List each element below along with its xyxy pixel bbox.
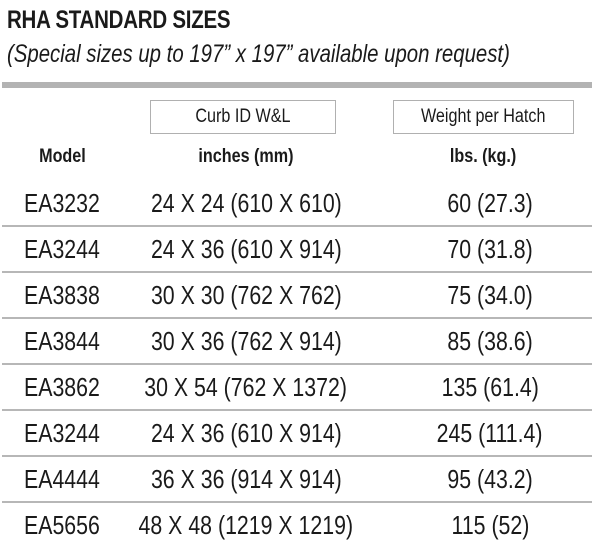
weight-cell: 245 (111.4) bbox=[437, 418, 543, 448]
weight-cell: 135 (61.4) bbox=[441, 372, 539, 402]
table-row: EA4444 36 X 36 (914 X 914) 95 (43.2) bbox=[0, 457, 592, 503]
size-cell: 24 X 36 (610 X 914) bbox=[150, 418, 342, 448]
model-cell: EA3838 bbox=[24, 280, 100, 310]
model-cell: EA3844 bbox=[24, 326, 100, 356]
weight-cell: 95 (43.2) bbox=[447, 464, 533, 494]
table-row: EA3844 30 X 36 (762 X 914) 85 (38.6) bbox=[0, 319, 592, 365]
size-cell: 30 X 54 (762 X 1372) bbox=[144, 372, 348, 402]
size-cell: 30 X 30 (762 X 762) bbox=[150, 280, 342, 310]
size-cell: 48 X 48 (1219 X 1219) bbox=[138, 510, 354, 540]
weight-units-header: lbs. (kg.) bbox=[449, 146, 517, 167]
size-cell: 24 X 36 (610 X 914) bbox=[150, 234, 342, 264]
table-row: EA3244 24 X 36 (610 X 914) 245 (111.4) bbox=[0, 411, 592, 457]
size-cell: 24 X 24 (610 X 610) bbox=[150, 188, 342, 218]
weight-cell: 75 (34.0) bbox=[447, 280, 533, 310]
size-cell: 30 X 36 (762 X 914) bbox=[150, 326, 342, 356]
table-row: EA5656 48 X 48 (1219 X 1219) 115 (52) bbox=[0, 503, 592, 549]
model-cell: EA5656 bbox=[24, 510, 100, 540]
page-subtitle: (Special sizes up to 197” x 197” availab… bbox=[7, 40, 510, 68]
curb-id-header-box: Curb ID W&L bbox=[150, 100, 336, 134]
weight-cell: 85 (38.6) bbox=[447, 326, 533, 356]
size-units-header: inches (mm) bbox=[198, 146, 294, 167]
weight-header-box: Weight per Hatch bbox=[393, 100, 574, 134]
page-title: RHA STANDARD SIZES bbox=[7, 6, 231, 34]
header-rule bbox=[2, 82, 592, 88]
model-cell: EA4444 bbox=[24, 464, 100, 494]
table-row: EA3862 30 X 54 (762 X 1372) 135 (61.4) bbox=[0, 365, 592, 411]
weight-header-label: Weight per Hatch bbox=[421, 106, 546, 127]
table-row: EA3244 24 X 36 (610 X 914) 70 (31.8) bbox=[0, 227, 592, 273]
model-column-header: Model bbox=[39, 146, 86, 167]
weight-cell: 70 (31.8) bbox=[447, 234, 533, 264]
table-row: EA3232 24 X 24 (610 X 610) 60 (27.3) bbox=[0, 181, 592, 227]
table-row: EA3838 30 X 30 (762 X 762) 75 (34.0) bbox=[0, 273, 592, 319]
model-cell: EA3862 bbox=[24, 372, 100, 402]
model-cell: EA3244 bbox=[24, 234, 100, 264]
curb-id-header-label: Curb ID W&L bbox=[195, 106, 291, 127]
weight-cell: 115 (52) bbox=[451, 510, 529, 540]
weight-cell: 60 (27.3) bbox=[447, 188, 533, 218]
model-cell: EA3232 bbox=[24, 188, 100, 218]
size-cell: 36 X 36 (914 X 914) bbox=[150, 464, 342, 494]
sizes-table: EA3232 24 X 24 (610 X 610) 60 (27.3) EA3… bbox=[0, 181, 592, 549]
model-cell: EA3244 bbox=[24, 418, 100, 448]
